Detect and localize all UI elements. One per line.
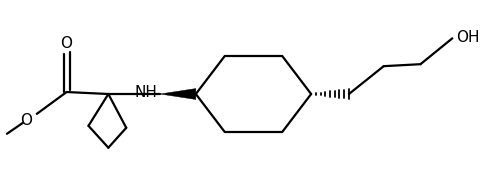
Text: NH: NH [134,85,157,100]
Text: O: O [60,36,72,51]
Text: O: O [20,113,32,128]
Text: OH: OH [456,30,479,45]
Polygon shape [160,89,195,100]
